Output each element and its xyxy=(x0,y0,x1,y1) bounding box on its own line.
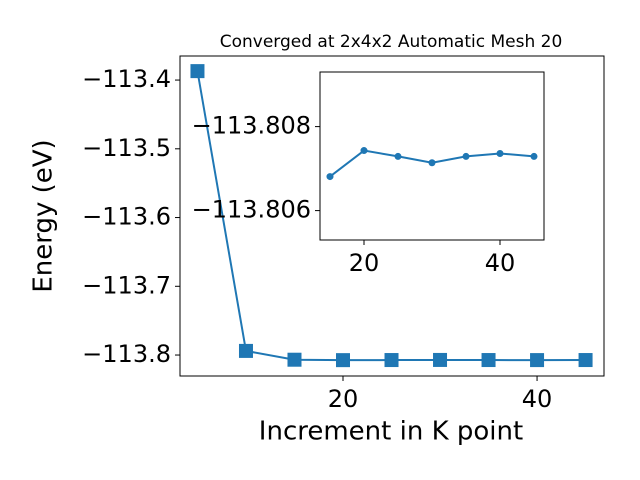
x-tick-label: 40 xyxy=(485,249,516,277)
marker xyxy=(578,353,593,368)
marker xyxy=(360,147,368,155)
y-tick-label: −113.6 xyxy=(82,203,171,231)
y-axis-label: Energy (eV) xyxy=(29,139,59,292)
marker xyxy=(496,149,504,157)
y-tick-label: −113.7 xyxy=(82,271,171,299)
marker xyxy=(336,353,351,368)
x-tick-label: 20 xyxy=(349,249,380,277)
marker xyxy=(530,353,545,368)
x-tick-label: 40 xyxy=(522,385,553,413)
chart-title: Converged at 2x4x2 Automatic Mesh 20 xyxy=(220,32,563,52)
marker xyxy=(394,152,402,160)
x-tick-label: 20 xyxy=(328,385,359,413)
marker xyxy=(190,64,205,79)
y-tick-label: −113.5 xyxy=(82,134,171,162)
y-tick-label: −113.4 xyxy=(82,65,171,93)
marker xyxy=(433,352,448,367)
y-tick-label: −113.806 xyxy=(192,196,311,224)
marker xyxy=(384,353,399,368)
marker xyxy=(428,159,436,167)
marker xyxy=(238,343,253,358)
marker xyxy=(326,173,334,181)
marker xyxy=(530,152,538,160)
marker xyxy=(481,353,496,368)
x-axis-label: Increment in K point xyxy=(259,417,523,447)
marker xyxy=(462,152,470,160)
plot-area xyxy=(319,71,545,241)
y-tick-label: −113.808 xyxy=(192,112,311,140)
marker xyxy=(287,352,302,367)
y-tick-label: −113.8 xyxy=(82,340,171,368)
